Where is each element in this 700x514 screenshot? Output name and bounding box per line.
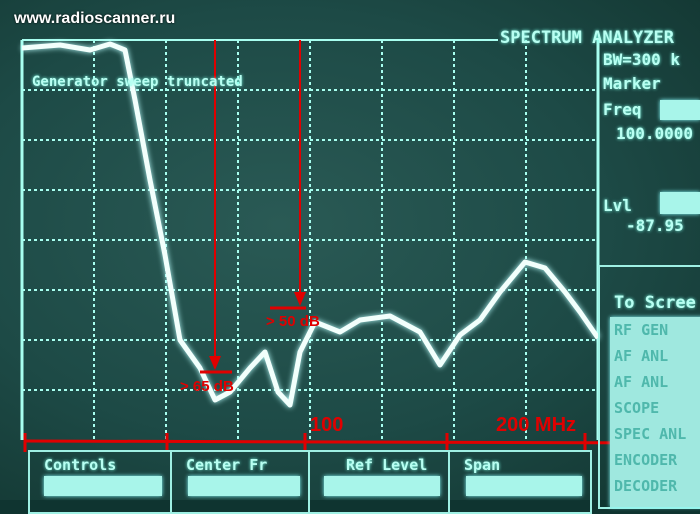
level-unit-button[interactable] <box>660 192 700 214</box>
controls-panel: Controls <box>28 450 172 514</box>
ref-level-field[interactable] <box>324 476 440 496</box>
axis-label-100: 100 <box>310 414 344 436</box>
attenuation-65-label: > 65 dB <box>180 378 234 395</box>
level-label: Lvl <box>603 196 632 215</box>
center-freq-panel: Center Fr <box>170 450 310 514</box>
attenuation-50-label: > 50 dB <box>266 313 320 330</box>
span-field[interactable] <box>466 476 582 496</box>
freq-value: 100.0000 <box>616 124 694 143</box>
to-screen-panel: To Scree RF GEN AF ANL AF ANL SCOPE SPEC ANL… <box>598 265 700 509</box>
freq-unit-button[interactable] <box>660 100 700 120</box>
to-screen-item[interactable]: DECODER <box>614 477 678 495</box>
frequency-axis-line <box>24 439 684 445</box>
controls-field[interactable] <box>44 476 162 496</box>
ref-level-label: Ref Level <box>346 456 428 474</box>
spectrum-trace <box>21 41 601 408</box>
arrow-65db-head <box>209 356 221 370</box>
freq-label: Freq <box>603 100 642 119</box>
to-screen-item[interactable]: AF ANL <box>614 373 669 391</box>
center-freq-field[interactable] <box>188 476 300 496</box>
watermark: www.radioscanner.ru <box>14 10 176 27</box>
marker-label: Marker <box>603 74 661 93</box>
to-screen-title: To Scree <box>614 293 696 313</box>
sweep-message: Generator sweep truncated <box>32 74 243 90</box>
to-screen-item[interactable]: ENCODER <box>614 451 678 469</box>
analyzer-title: SPECTRUM ANALYZER <box>500 28 674 48</box>
arrow-50db-head <box>294 292 306 306</box>
level-value: -87.95 <box>626 216 684 235</box>
bandwidth-label: BW=300 k <box>603 50 681 69</box>
controls-label: Controls <box>44 456 117 474</box>
span-panel: Span <box>448 450 592 514</box>
span-label: Span <box>464 456 501 474</box>
to-screen-item[interactable]: RF GEN <box>614 321 669 339</box>
to-screen-item[interactable]: SPEC ANL <box>614 425 687 443</box>
spectrum-plot <box>20 39 684 452</box>
axis-label-200-mhz: 200 MHz <box>496 414 577 436</box>
ref-level-panel: Ref Level <box>308 450 450 514</box>
to-screen-list <box>610 317 700 507</box>
center-freq-label: Center Fr <box>186 456 268 474</box>
to-screen-item[interactable]: AF ANL <box>614 347 669 365</box>
to-screen-item[interactable]: SCOPE <box>614 399 660 417</box>
